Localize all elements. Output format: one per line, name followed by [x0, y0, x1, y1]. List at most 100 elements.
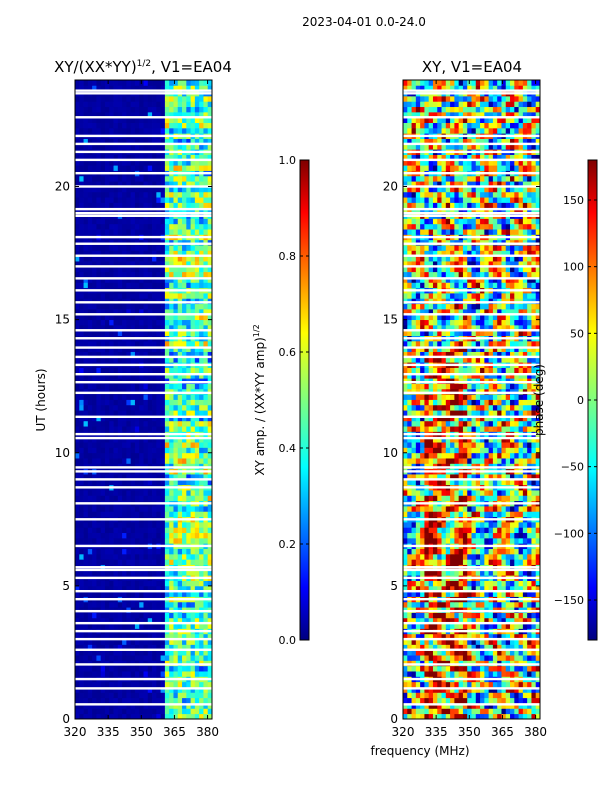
phase-cell: [492, 639, 498, 645]
amplitude-gap-row: [75, 92, 212, 95]
amplitude-y-tick-label: 5: [62, 579, 70, 593]
amplitude-cell: [104, 703, 110, 709]
amplitude-cell: [156, 585, 162, 592]
phase-cell: [467, 708, 472, 715]
amplitude-cell: [160, 490, 166, 496]
amplitude-cell: [96, 293, 102, 299]
amplitude-cell: [122, 95, 127, 102]
amplitude-cell: [186, 404, 191, 411]
amplitude-cell: [152, 154, 157, 161]
phase-cell: [424, 692, 430, 699]
amplitude-cell: [139, 319, 144, 326]
amplitude-cell: [147, 351, 153, 358]
amplitude-cell: [186, 511, 191, 518]
amplitude-cell: [117, 117, 123, 123]
amplitude-cell: [182, 191, 187, 198]
amplitude-cell: [92, 655, 97, 661]
phase-cell: [527, 601, 532, 608]
amplitude-cell: [83, 521, 89, 528]
amplitude-cell: [182, 644, 187, 651]
phase-cell: [411, 697, 417, 704]
amplitude-cell: [190, 356, 196, 363]
amplitude-cell: [134, 143, 140, 150]
amplitude-cell: [130, 277, 136, 283]
amplitude-y-label: UT (hours): [34, 368, 48, 431]
amplitude-cell: [87, 671, 93, 677]
amplitude-cell: [194, 511, 200, 518]
amplitude-cell: [173, 229, 179, 235]
amplitude-cell: [100, 490, 106, 496]
amplitude-cell: [147, 175, 153, 182]
amplitude-cell: [186, 154, 191, 161]
amplitude-cell: [134, 165, 140, 171]
amplitude-cell: [92, 399, 97, 406]
amplitude-cell: [156, 271, 162, 278]
amplitude-cell: [173, 95, 179, 102]
phase-cell: [527, 617, 532, 624]
amplitude-cell: [152, 101, 157, 108]
amplitude-cell: [173, 266, 179, 273]
amplitude-cell: [87, 692, 93, 699]
amplitude-cell: [156, 617, 162, 624]
amplitude-cell: [87, 580, 93, 587]
amplitude-cell: [122, 447, 127, 454]
amplitude-cell: [160, 436, 166, 443]
phase-cell: [531, 644, 537, 651]
amplitude-cell: [96, 687, 102, 693]
amplitude-cell: [186, 191, 191, 198]
amplitude-cell: [109, 399, 114, 406]
amplitude-cell: [109, 223, 114, 230]
amplitude-cell: [207, 708, 213, 715]
phase-cell: [428, 617, 434, 624]
phase-cell: [450, 713, 455, 720]
amplitude-cell: [126, 447, 132, 454]
amplitude-cell: [113, 410, 119, 416]
amplitude-cell: [177, 165, 183, 171]
amplitude-cell: [100, 655, 106, 661]
amplitude-cell: [182, 159, 187, 166]
phase-cell: [492, 601, 498, 608]
amplitude-cell: [160, 612, 166, 619]
amplitude-gap-row: [75, 265, 212, 268]
phase-cell: [441, 633, 447, 640]
amplitude-cell: [203, 665, 209, 672]
phase-cell: [527, 713, 532, 720]
amplitude-cell: [164, 633, 170, 640]
amplitude-cell: [164, 415, 170, 422]
amplitude-cell: [203, 101, 209, 108]
amplitude-cell: [122, 175, 127, 182]
phase-cell: [441, 580, 447, 587]
phase-cell: [454, 644, 460, 651]
phase-cell: [407, 644, 412, 651]
amplitude-cell: [147, 495, 153, 502]
amplitude-cell: [104, 495, 110, 502]
amplitude-cell: [182, 197, 187, 203]
amplitude-cell: [79, 186, 84, 193]
phase-cell: [535, 655, 541, 661]
amplitude-cell: [194, 458, 200, 464]
amplitude-cell: [83, 479, 89, 486]
amplitude-cell: [190, 80, 196, 86]
amplitude-cell: [134, 340, 140, 347]
amplitude-cell: [100, 165, 106, 171]
amplitude-cell: [75, 569, 80, 576]
amplitude-cell: [203, 655, 209, 661]
amplitude-cell: [100, 197, 106, 203]
amplitude-cell: [122, 282, 127, 289]
phase-cell: [437, 623, 442, 629]
phase-cell: [527, 697, 532, 704]
amplitude-cell: [139, 356, 144, 363]
amplitude-cell: [104, 351, 110, 358]
amplitude-cell: [169, 271, 174, 278]
phase-cell: [424, 553, 430, 560]
phase-cell: [441, 713, 447, 720]
amplitude-cell: [160, 202, 166, 209]
amplitude-cell: [100, 111, 106, 118]
amplitude-cell: [75, 458, 80, 464]
amplitude-cell: [113, 95, 119, 102]
amplitude-cell: [143, 474, 149, 480]
amplitude-cell: [75, 548, 80, 555]
amplitude-cell: [156, 122, 162, 129]
amplitude-cell: [160, 671, 166, 677]
phase-cell: [471, 553, 477, 560]
